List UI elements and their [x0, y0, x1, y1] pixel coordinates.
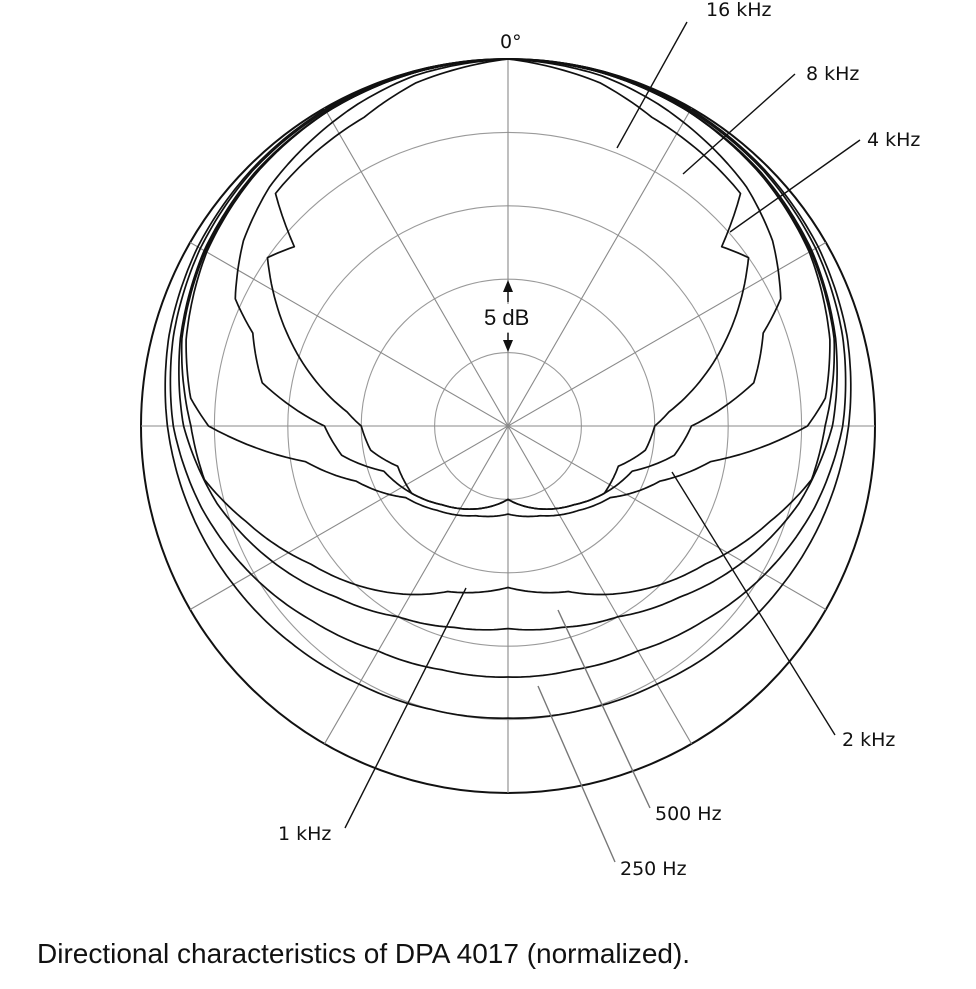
curve-8-khz — [234, 58, 782, 511]
scale-label: 5 dB — [484, 305, 529, 330]
leader-line — [616, 21, 688, 149]
curve-4-khz — [185, 58, 831, 518]
leader-line — [557, 609, 651, 809]
curve-2-khz — [180, 58, 836, 596]
curve-250-hz — [164, 58, 852, 720]
angle-label-0deg: 0° — [500, 31, 522, 53]
leader-line — [671, 471, 836, 736]
curve-1-khz — [178, 58, 838, 631]
leader-line — [344, 587, 467, 829]
arrow-down-icon — [503, 340, 513, 352]
leader-line — [729, 139, 861, 233]
label-leaders — [344, 21, 861, 863]
series-label-16-khz: 16 kHz — [706, 0, 772, 21]
series-label-8-khz: 8 kHz — [806, 63, 859, 85]
leader-line — [537, 685, 616, 863]
series-label-250-hz: 250 Hz — [620, 858, 687, 880]
series-labels: 16 kHz 8 kHz 4 kHz 2 kHz 1 kHz 500 Hz 250 Hz — [278, 0, 920, 880]
arrow-up-icon — [503, 280, 513, 292]
figure-caption: Directional characteristics of DPA 4017 … — [37, 938, 691, 969]
curve-500-hz — [169, 58, 847, 678]
polar-curves — [164, 58, 852, 720]
db-scale-marker: 5 dB — [480, 280, 536, 352]
polar-chart: 16 kHz 8 kHz 4 kHz 2 kHz 1 kHz 500 Hz 250 Hz 0… — [140, 0, 920, 880]
series-label-500-hz: 500 Hz — [655, 803, 722, 825]
series-label-2-khz: 2 kHz — [842, 729, 895, 751]
series-label-4-khz: 4 kHz — [867, 129, 920, 151]
series-label-1-khz: 1 kHz — [278, 823, 331, 845]
leader-line — [682, 73, 796, 175]
grid-spoke — [324, 107, 692, 745]
